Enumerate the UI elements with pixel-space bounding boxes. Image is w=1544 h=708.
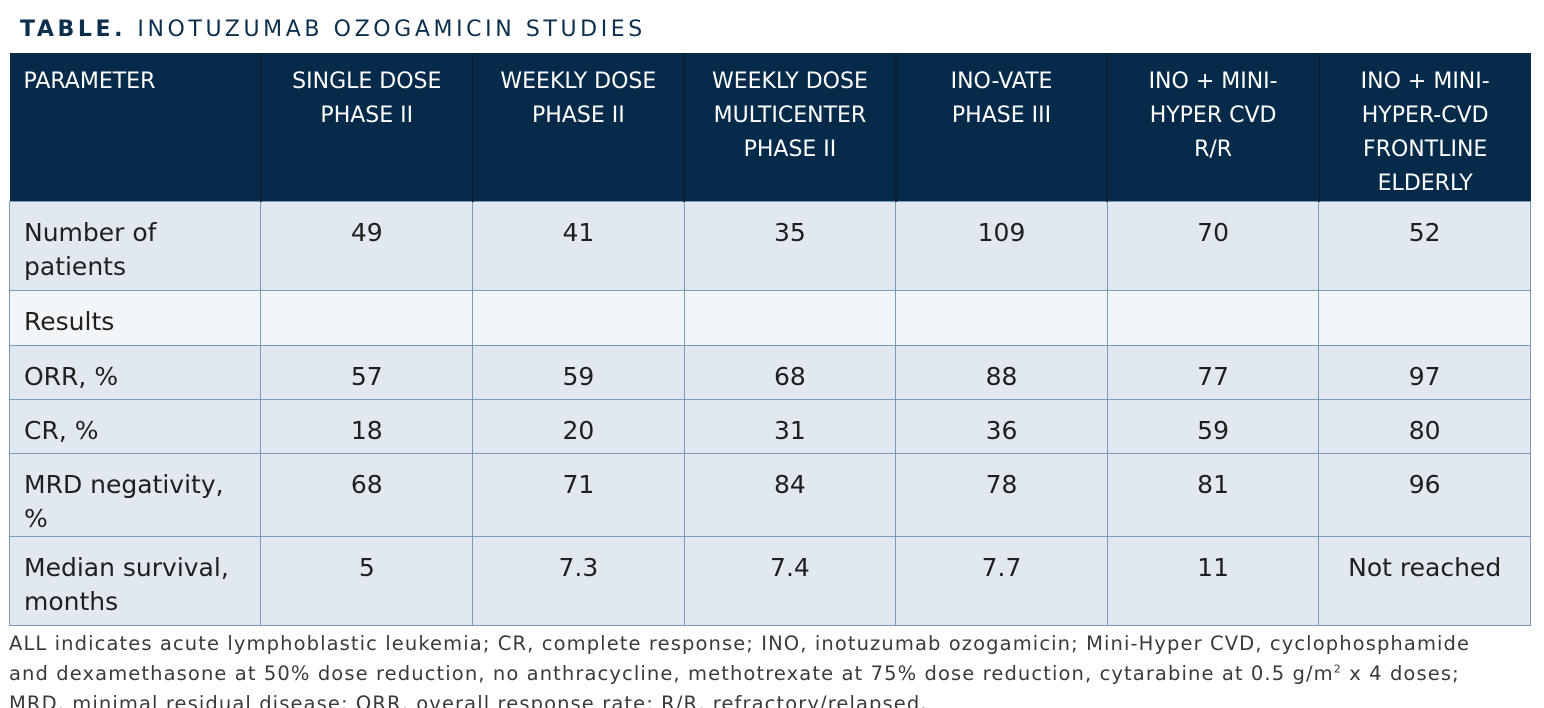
table-title: TABLE. INOTUZUMAB OZOGAMICIN STUDIES — [20, 17, 646, 42]
table-cell: 77 — [1106, 345, 1320, 400]
header-line: INO + MINI- — [1360, 69, 1490, 94]
table-cell: 88 — [895, 345, 1108, 400]
footnote-line: MRD, minimal residual disease; ORR, over… — [9, 692, 928, 708]
row-label-line: Number of — [24, 218, 157, 247]
header-line: WEEKLY DOSE — [711, 69, 868, 94]
table-cell: 70 — [1106, 201, 1320, 291]
table-row: Median survival, months 5 7.3 7.4 7.7 11… — [8, 536, 1531, 626]
header-ino-vate-phase-iii: INO-VATE PHASE III — [895, 53, 1109, 202]
table-cell — [1318, 290, 1531, 346]
studies-table: PARAMETER SINGLE DOSE PHASE II WEEKLY DO… — [8, 53, 1531, 626]
table-cell: 59 — [472, 345, 685, 400]
header-ino-mini-hyper-cvd-frontline: INO + MINI- HYPER-CVD FRONTLINE ELDERLY — [1318, 53, 1531, 202]
header-line: PHASE III — [951, 103, 1052, 128]
table-cell — [260, 290, 474, 346]
table-cell: 81 — [1106, 453, 1320, 537]
table-cell: 68 — [683, 345, 897, 400]
header-line: HYPER CVD — [1149, 103, 1277, 128]
footnote-line: and dexamethasone at 50% dose reduction,… — [9, 659, 1529, 689]
table-row: Number of patients 49 41 35 109 70 52 — [8, 201, 1531, 291]
header-line: ELDERLY — [1377, 171, 1473, 196]
header-weekly-dose-multicenter: WEEKLY DOSE MULTICENTER PHASE II — [684, 53, 897, 202]
header-single-dose-phase-ii: SINGLE DOSE PHASE II — [260, 53, 474, 202]
table-cell: Not reached — [1318, 536, 1531, 626]
header-line: WEEKLY DOSE — [500, 69, 657, 94]
table-footnote: ALL indicates acute lymphoblastic leukem… — [9, 629, 1529, 708]
header-line: PARAMETER — [23, 69, 156, 94]
table-cell: 71 — [472, 453, 685, 537]
footnote-text: and dexamethasone at 50% dose reduction,… — [9, 662, 1334, 685]
row-label-line: Median survival, — [24, 553, 229, 582]
row-label: Results — [8, 290, 262, 346]
header-line: R/R — [1194, 137, 1233, 162]
header-ino-mini-hyper-cvd-rr: INO + MINI- HYPER CVD R/R — [1107, 53, 1320, 202]
table-cell: 5 — [260, 536, 474, 626]
header-line: PHASE II — [320, 103, 414, 128]
footnote-line: ALL indicates acute lymphoblastic leukem… — [9, 632, 1471, 655]
table-row: MRD negativity, % 68 71 84 78 81 96 — [8, 453, 1531, 537]
table-cell: 80 — [1318, 399, 1531, 454]
table-header: PARAMETER SINGLE DOSE PHASE II WEEKLY DO… — [9, 53, 1531, 202]
table-row: ORR, % 57 59 68 88 77 97 — [8, 345, 1531, 400]
header-line: INO-VATE — [950, 69, 1053, 94]
table-cell: 78 — [895, 453, 1108, 537]
table-cell — [683, 290, 897, 346]
table-title-text: INOTUZUMAB OZOGAMICIN STUDIES — [137, 17, 646, 42]
table-cell: 7.3 — [472, 536, 685, 626]
header-parameter: PARAMETER — [9, 53, 262, 202]
header-line: FRONTLINE — [1363, 137, 1488, 162]
header-line: INO + MINI- — [1148, 69, 1278, 94]
header-line: HYPER-CVD — [1361, 103, 1489, 128]
table-body: Number of patients 49 41 35 109 70 52 Re… — [8, 201, 1531, 626]
header-row: PARAMETER SINGLE DOSE PHASE II WEEKLY DO… — [9, 53, 1531, 202]
row-label-line: patients — [24, 252, 126, 281]
footnote-superscript: 2 — [1333, 662, 1342, 676]
table-title-lead: TABLE. — [20, 17, 127, 42]
header-line: MULTICENTER — [713, 103, 867, 128]
table-cell: 20 — [472, 399, 685, 454]
table-cell: 96 — [1318, 453, 1531, 537]
header-line: PHASE II — [743, 137, 837, 162]
table-row: CR, % 18 20 31 36 59 80 — [8, 399, 1531, 454]
table-cell: 97 — [1318, 345, 1531, 400]
row-label-line: months — [24, 587, 119, 616]
header-line: SINGLE DOSE — [292, 69, 442, 94]
table-cell: 68 — [260, 453, 474, 537]
table-cell: 109 — [895, 201, 1108, 291]
table-cell: 31 — [683, 399, 897, 454]
table-cell: 36 — [895, 399, 1108, 454]
table-cell: 49 — [260, 201, 474, 291]
table-cell: 57 — [260, 345, 474, 400]
row-label: ORR, % — [8, 345, 262, 400]
table-cell: 7.4 — [683, 536, 897, 626]
table-cell: 84 — [683, 453, 897, 537]
table-cell — [472, 290, 685, 346]
table-cell: 52 — [1318, 201, 1531, 291]
row-label: MRD negativity, % — [8, 453, 262, 537]
table-row: Results — [8, 290, 1531, 346]
row-label: Number of patients — [8, 201, 262, 291]
table-cell — [1106, 290, 1320, 346]
table-cell: 35 — [683, 201, 897, 291]
table-cell: 7.7 — [895, 536, 1108, 626]
row-label: CR, % — [8, 399, 262, 454]
header-line: PHASE II — [532, 103, 625, 128]
footnote-text: x 4 doses; — [1341, 662, 1460, 685]
table-cell: 41 — [472, 201, 685, 291]
table-cell — [895, 290, 1108, 346]
table-cell: 11 — [1106, 536, 1320, 626]
table-cell: 18 — [260, 399, 474, 454]
header-weekly-dose-phase-ii: WEEKLY DOSE PHASE II — [472, 53, 686, 202]
row-label: Median survival, months — [8, 536, 262, 626]
table-cell: 59 — [1106, 399, 1320, 454]
